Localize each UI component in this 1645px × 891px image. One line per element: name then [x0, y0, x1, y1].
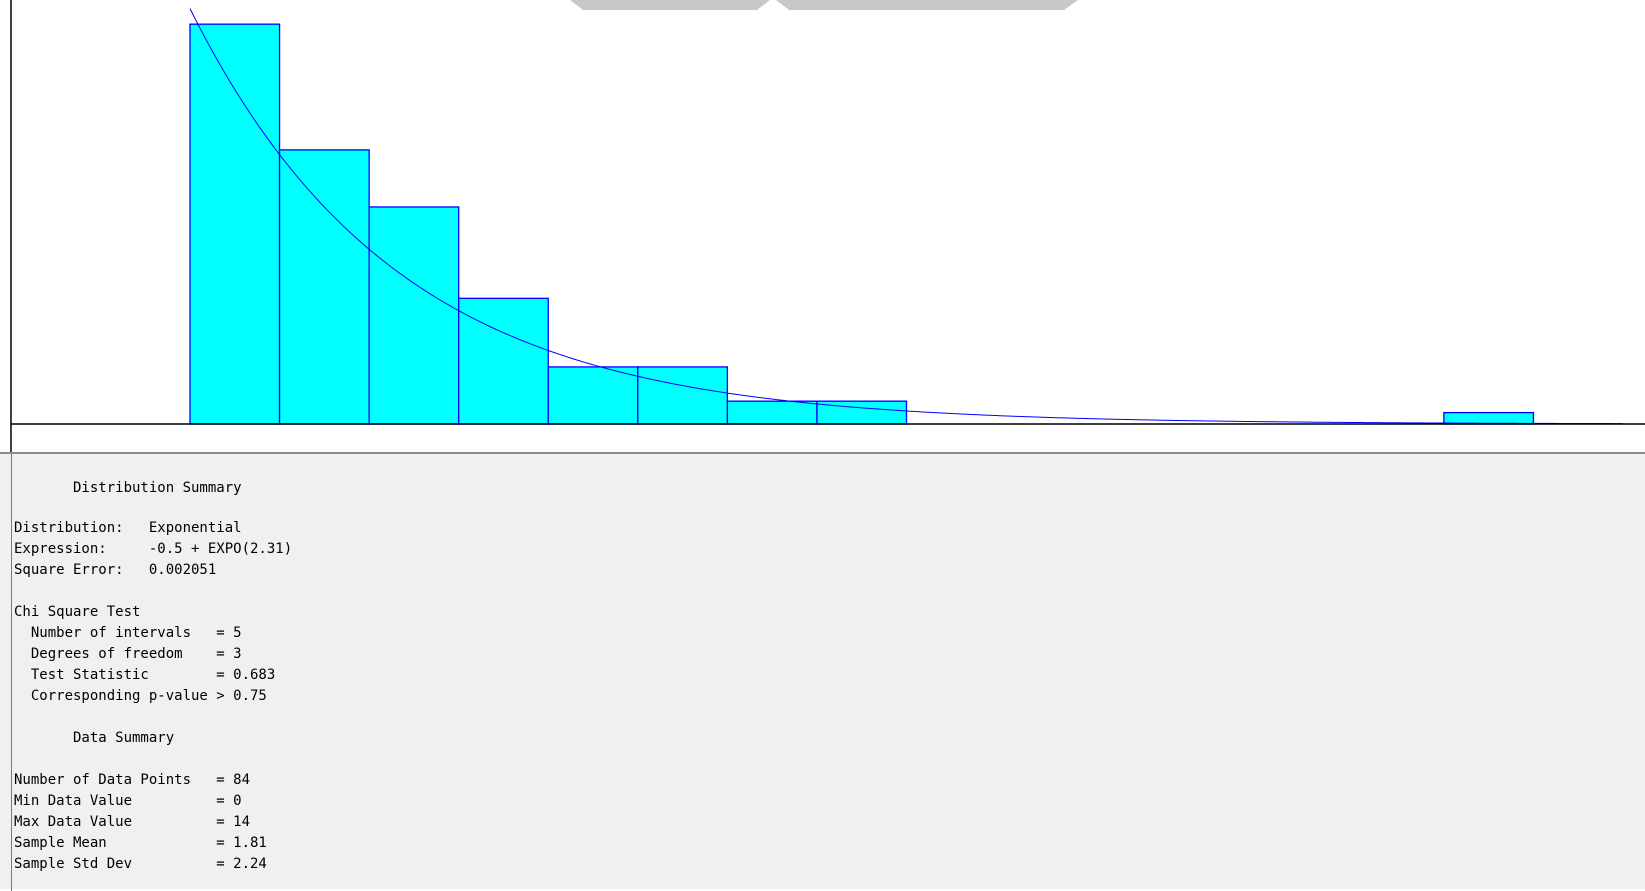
histogram-bar [816, 400, 908, 425]
fitted-exponential-curve [189, 8, 1623, 425]
chi-pvalue-line: Corresponding p-value > 0.75 [14, 688, 267, 704]
window-tab-shape [776, 0, 1078, 10]
distribution-summary-panel: Distribution Summary Distribution: Expon… [0, 452, 1645, 891]
histogram-chart [10, 0, 1645, 452]
histogram-bar [637, 366, 729, 425]
chi-statistic-line: Test Statistic = 0.683 [14, 667, 276, 683]
histogram-bar [368, 206, 460, 425]
histogram-pane [10, 0, 1645, 452]
max-value-line: Max Data Value = 14 [14, 814, 251, 830]
chi-square-heading: Chi Square Test [14, 604, 141, 620]
distribution-summary-heading: Distribution Summary [14, 480, 242, 496]
histogram-bar [1443, 411, 1535, 425]
histogram-bar [278, 149, 370, 425]
expression-line: Expression: -0.5 + EXPO(2.31) [14, 541, 293, 557]
histogram-bar [458, 297, 549, 425]
square-error-line: Square Error: 0.002051 [14, 562, 217, 578]
data-points-line: Number of Data Points = 84 [14, 772, 251, 788]
sample-std-line: Sample Std Dev = 2.24 [14, 856, 267, 872]
histogram-bar [726, 400, 818, 425]
histogram-bar [189, 23, 281, 425]
min-value-line: Min Data Value = 0 [14, 793, 242, 809]
chi-dof-line: Degrees of freedom = 3 [14, 646, 242, 662]
distribution-line: Distribution: Exponential [14, 520, 242, 536]
histogram-bars [189, 23, 1535, 425]
panel-left-edge [11, 454, 12, 891]
histogram-bar [547, 366, 639, 425]
sample-mean-line: Sample Mean = 1.81 [14, 835, 267, 851]
window-tab-shape [570, 0, 770, 10]
data-summary-heading: Data Summary [14, 730, 175, 746]
chi-intervals-line: Number of intervals = 5 [14, 625, 242, 641]
